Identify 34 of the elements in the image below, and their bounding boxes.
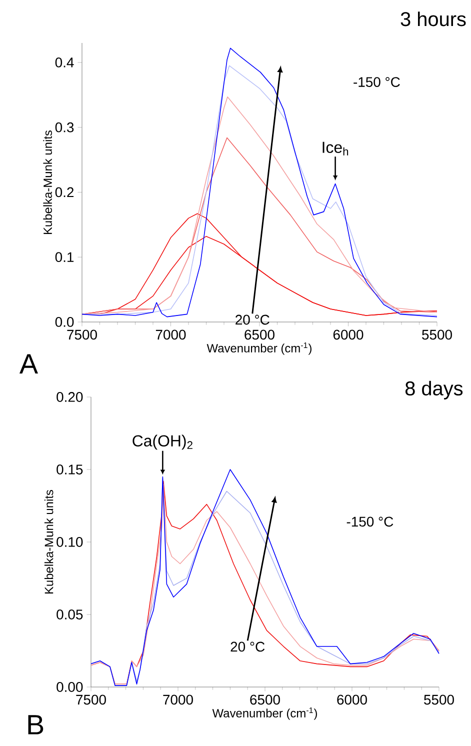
annotation: 20 °C: [230, 642, 265, 652]
x-tick-label: 6000: [337, 694, 367, 705]
y-tick-label: 0.05: [56, 610, 83, 620]
text: A: [19, 354, 38, 374]
y-tick-label: 0.4: [55, 58, 74, 68]
y-tick-label: 0.20: [56, 392, 83, 402]
x-tick-label: 6500: [244, 330, 274, 340]
x-axis-title: Wavenumber (cm$^{-1}$): [212, 708, 317, 720]
chart-title: 8 days: [405, 380, 463, 400]
x-tick-label: 7000: [163, 694, 193, 705]
y-tick-label: 0.15: [56, 464, 83, 474]
y-tick-label: 0.00: [56, 682, 83, 692]
x-tick-label: 6000: [333, 330, 364, 340]
annotation: -150 °C: [346, 516, 394, 527]
y-tick-label: 0.10: [56, 537, 83, 547]
y-axis-title: Kubelka-Munk units: [43, 130, 52, 234]
x-tick-label: 7000: [156, 330, 186, 340]
annotation: Ca(OH)$_{2}$: [132, 434, 192, 450]
y-tick-label: 0.0: [55, 317, 74, 327]
x-tick-label: 5500: [422, 330, 452, 340]
annotation: -150 °C: [354, 77, 400, 87]
x-tick-label: 7500: [67, 330, 97, 340]
x-tick-label: 7500: [76, 694, 106, 705]
y-axis-title: Kubelka-Munk units: [44, 490, 54, 594]
annotation: Ice$_{h}$: [322, 142, 348, 156]
y-tick-label: 0.3: [55, 122, 74, 132]
x-axis-title: Wavenumber (cm$^{-1}$): [206, 342, 312, 355]
y-tick-label: 0.1: [55, 252, 74, 262]
x-tick-label: 5500: [424, 694, 454, 705]
y-tick-label: 0.2: [55, 187, 74, 198]
annotation: 20 °C: [236, 314, 270, 325]
text: B: [28, 715, 44, 734]
x-tick-label: 6500: [250, 694, 280, 705]
chart-title: 3 hours: [400, 12, 466, 26]
